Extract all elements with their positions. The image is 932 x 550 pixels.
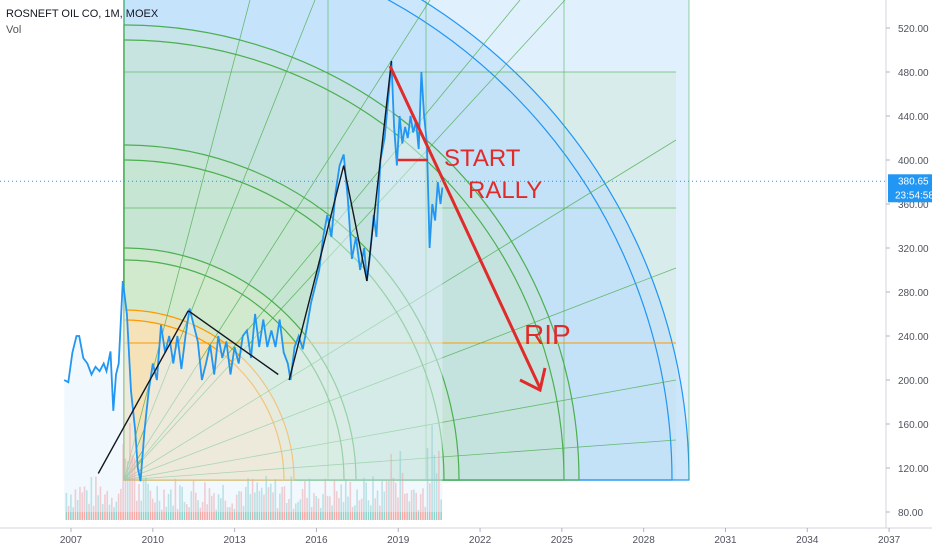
x-tick-label: 2031 — [714, 535, 737, 546]
volume-bar — [199, 507, 202, 520]
volume-bar — [226, 507, 229, 520]
y-tick-label: 120.00 — [898, 464, 929, 475]
volume-bar — [160, 509, 163, 520]
trend-line — [378, 60, 393, 172]
y-tick-label: 360.00 — [898, 200, 929, 211]
volume-bar — [351, 506, 354, 520]
volume-bar — [417, 509, 420, 520]
last-price-label: 380.65 — [898, 176, 929, 187]
y-tick-label: 280.00 — [898, 288, 929, 299]
volume-bar — [292, 508, 295, 520]
x-tick-label: 2019 — [387, 535, 410, 546]
trend-line — [97, 310, 189, 474]
volume-bar — [354, 505, 356, 520]
volume-bar — [276, 508, 279, 520]
volume-bar — [233, 508, 236, 520]
trend-line — [187, 310, 279, 376]
volume-bar — [215, 509, 218, 520]
annotation-rip: RIP — [524, 319, 571, 350]
x-tick-label: 2013 — [223, 535, 246, 546]
y-tick-label: 480.00 — [898, 68, 929, 79]
x-tick-label: 2034 — [796, 535, 819, 546]
volume-bar — [369, 505, 372, 520]
rip-arrow-line — [388, 65, 542, 389]
volume-bar — [188, 507, 190, 520]
y-tick-label: 320.00 — [898, 244, 929, 255]
volume-bar — [176, 509, 179, 520]
price-line — [63, 60, 444, 482]
volume-bar — [424, 506, 427, 520]
last-price-badge — [888, 174, 932, 203]
price-axis-bg — [886, 0, 932, 550]
y-tick-label: 200.00 — [898, 376, 929, 387]
volume-bar — [67, 505, 70, 520]
y-tick-label: 400.00 — [898, 156, 929, 167]
rip-arrow-head — [519, 367, 547, 393]
annotation-start: START — [444, 145, 521, 172]
y-tick-label: 160.00 — [898, 420, 929, 431]
symbol-title[interactable]: ROSNEFT OIL CO, 1M, MOEX — [6, 8, 159, 20]
volume-bar — [379, 505, 381, 520]
x-tick-label: 2037 — [878, 535, 901, 546]
x-tick-label: 2025 — [551, 535, 574, 546]
volume-bar — [206, 504, 208, 520]
price-area — [64, 61, 443, 512]
volume-bar — [113, 507, 115, 520]
volume-bar — [229, 507, 231, 520]
gann-fan-ray — [123, 0, 251, 481]
x-tick-label: 2010 — [142, 535, 165, 546]
x-tick-label: 2028 — [633, 535, 656, 546]
volume-bar — [331, 505, 333, 520]
y-tick-label: 440.00 — [898, 112, 929, 123]
y-tick-label: 240.00 — [898, 332, 929, 343]
volume-bar — [101, 504, 104, 520]
volume-bar — [242, 505, 245, 520]
volume-indicator-label[interactable]: Vol — [6, 24, 22, 36]
volume-bar — [108, 504, 111, 520]
volume-bar — [165, 506, 168, 520]
time-axis-bg — [0, 528, 932, 550]
y-tick-label: 80.00 — [898, 508, 923, 519]
y-tick-label: 520.00 — [898, 24, 929, 35]
volume-bar — [185, 504, 188, 520]
countdown-label: 23:54:58 — [895, 190, 932, 201]
x-tick-label: 2016 — [305, 535, 328, 546]
trend-line — [366, 170, 380, 282]
volume-bar — [172, 505, 174, 520]
x-tick-label: 2007 — [60, 535, 83, 546]
volume-bar — [319, 507, 322, 520]
volume-bar — [72, 507, 74, 520]
trend-line — [288, 165, 345, 381]
x-tick-label: 2022 — [469, 535, 492, 546]
volume-bar — [92, 505, 95, 520]
trend-line — [343, 165, 368, 282]
volume-bar — [310, 507, 313, 520]
annotation-rally: RALLY — [468, 177, 542, 204]
